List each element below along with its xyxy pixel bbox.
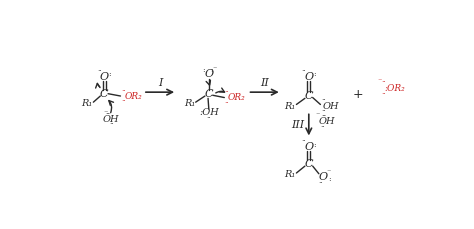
Text: ⁻: ⁻	[327, 169, 331, 177]
Text: :: :	[328, 175, 331, 183]
Text: +: +	[352, 88, 363, 101]
Text: III: III	[292, 120, 304, 130]
Text: :OH: :OH	[199, 109, 219, 117]
Text: ··: ··	[381, 90, 385, 98]
Text: ··: ··	[321, 96, 326, 104]
Text: O: O	[304, 142, 313, 152]
Text: C: C	[305, 159, 313, 169]
Text: :: :	[313, 141, 316, 149]
Text: ··: ··	[109, 120, 114, 128]
Text: OR₂: OR₂	[124, 92, 142, 101]
Text: R₁: R₁	[82, 99, 93, 108]
Text: OH: OH	[323, 101, 339, 111]
Text: C: C	[305, 91, 313, 101]
Text: ··: ··	[207, 114, 211, 122]
Text: ŌH: ŌH	[319, 117, 336, 126]
Text: ··: ··	[121, 97, 126, 105]
Text: ŌH: ŌH	[103, 114, 119, 124]
Text: R₁: R₁	[184, 99, 195, 108]
Text: OR₂: OR₂	[228, 93, 245, 102]
Text: ··: ··	[320, 123, 325, 131]
Text: C: C	[205, 89, 213, 99]
Text: ··: ··	[321, 107, 326, 115]
Text: :: :	[313, 71, 316, 79]
Text: ··: ··	[121, 87, 126, 95]
Text: ··: ··	[302, 137, 307, 145]
Text: O: O	[100, 72, 109, 82]
Text: O: O	[204, 69, 213, 79]
Text: ··: ··	[224, 99, 229, 107]
Text: II: II	[260, 78, 269, 87]
Text: ⁻: ⁻	[103, 110, 108, 118]
Text: R₁: R₁	[284, 101, 296, 111]
Text: ··: ··	[381, 78, 385, 86]
Text: :: :	[202, 66, 205, 74]
Text: ··: ··	[318, 179, 323, 187]
Text: ··: ··	[224, 88, 229, 96]
Text: ⁻: ⁻	[212, 66, 217, 74]
Text: ··: ··	[302, 67, 307, 75]
Text: ⁻: ⁻	[316, 113, 320, 121]
Text: O: O	[319, 172, 328, 182]
Text: R₁: R₁	[284, 170, 296, 179]
Text: C: C	[100, 89, 109, 99]
Text: ··: ··	[97, 67, 102, 75]
Text: I: I	[158, 78, 162, 87]
Text: :: :	[210, 66, 213, 74]
Text: O: O	[304, 72, 313, 82]
Text: :: :	[109, 71, 111, 79]
Text: ⁻: ⁻	[378, 78, 383, 86]
Text: :OR₂: :OR₂	[384, 84, 405, 93]
